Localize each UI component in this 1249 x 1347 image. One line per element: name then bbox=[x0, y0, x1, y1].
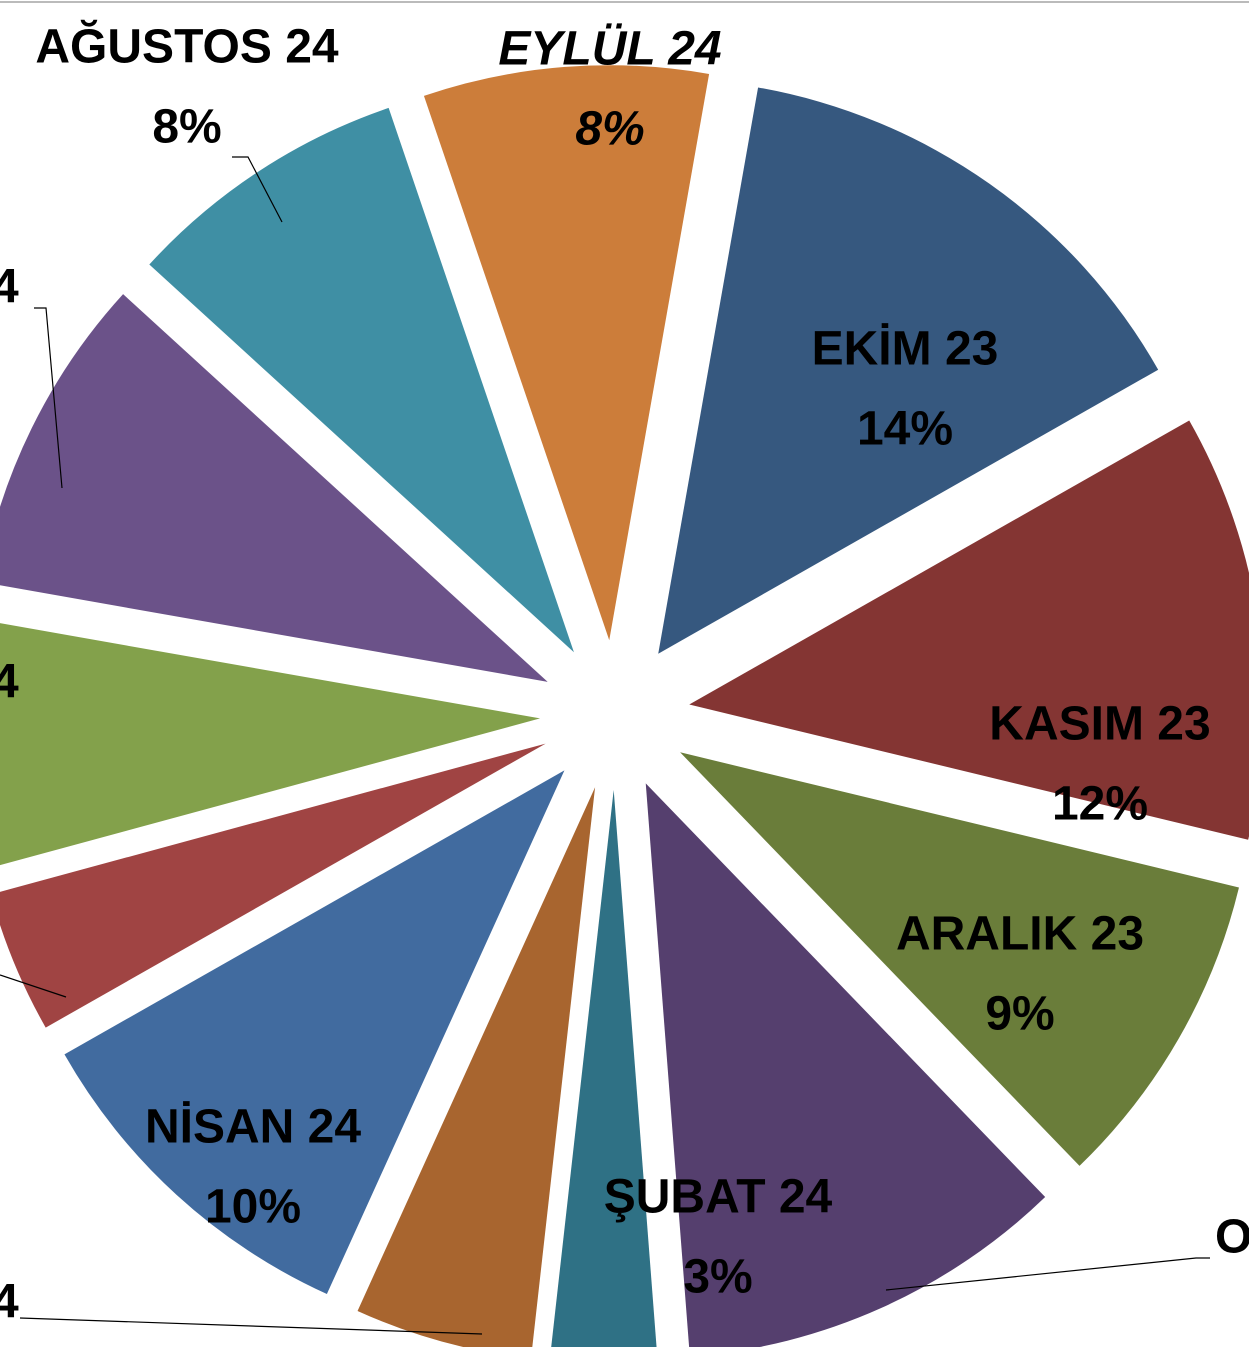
slice-value-label: 3% bbox=[683, 1251, 752, 1304]
slice-label: EKİM 23 bbox=[812, 323, 999, 376]
pie-slice bbox=[658, 87, 1159, 654]
leader-line bbox=[885, 1257, 1210, 1291]
slice-value-label: 14% bbox=[857, 403, 953, 456]
pie-slice bbox=[423, 65, 710, 641]
pie-slice bbox=[551, 789, 657, 1347]
leader-line bbox=[0, 974, 67, 998]
slice-value-label: 9% bbox=[985, 988, 1054, 1041]
slice-label: ARALIK 23 bbox=[896, 908, 1144, 961]
slices bbox=[0, 65, 1249, 1347]
slice-label: 4 bbox=[0, 656, 19, 709]
pie-slice bbox=[689, 420, 1249, 840]
slice-value-label: 10% bbox=[205, 1181, 301, 1234]
leader-line bbox=[232, 156, 283, 223]
pie-slice bbox=[645, 783, 1046, 1347]
pie-slice bbox=[0, 743, 546, 1028]
pie-slice bbox=[0, 294, 548, 682]
slice-label: EYLÜL 24 bbox=[498, 23, 721, 76]
pie-slice bbox=[149, 107, 574, 653]
slice-label: O bbox=[1215, 1211, 1249, 1264]
slice-value-label: 12% bbox=[1052, 778, 1148, 831]
slice-value-label: 8% bbox=[152, 101, 221, 154]
leader-line bbox=[34, 307, 63, 489]
pie-slice bbox=[64, 770, 565, 1295]
slice-label: AĞUSTOS 24 bbox=[35, 20, 339, 74]
slice-label: KASIM 23 bbox=[989, 698, 1210, 751]
pie-slice bbox=[0, 623, 541, 866]
pie-slice bbox=[680, 752, 1239, 1166]
slice-label: 4 bbox=[0, 261, 19, 314]
slice-value-label: 8% bbox=[575, 103, 644, 156]
slice-label: 4 bbox=[0, 1276, 19, 1329]
leader-line bbox=[19, 1317, 483, 1335]
pie-slice bbox=[357, 787, 596, 1347]
slice-label: ŞUBAT 24 bbox=[604, 1171, 833, 1224]
leader-lines bbox=[0, 156, 1210, 1335]
slice-label: NİSAN 24 bbox=[145, 1101, 361, 1154]
labels: EKİM 23 14% KASIM 23 12% ARALIK 23 9% O ŞUBAT 2… bbox=[0, 20, 1249, 1329]
